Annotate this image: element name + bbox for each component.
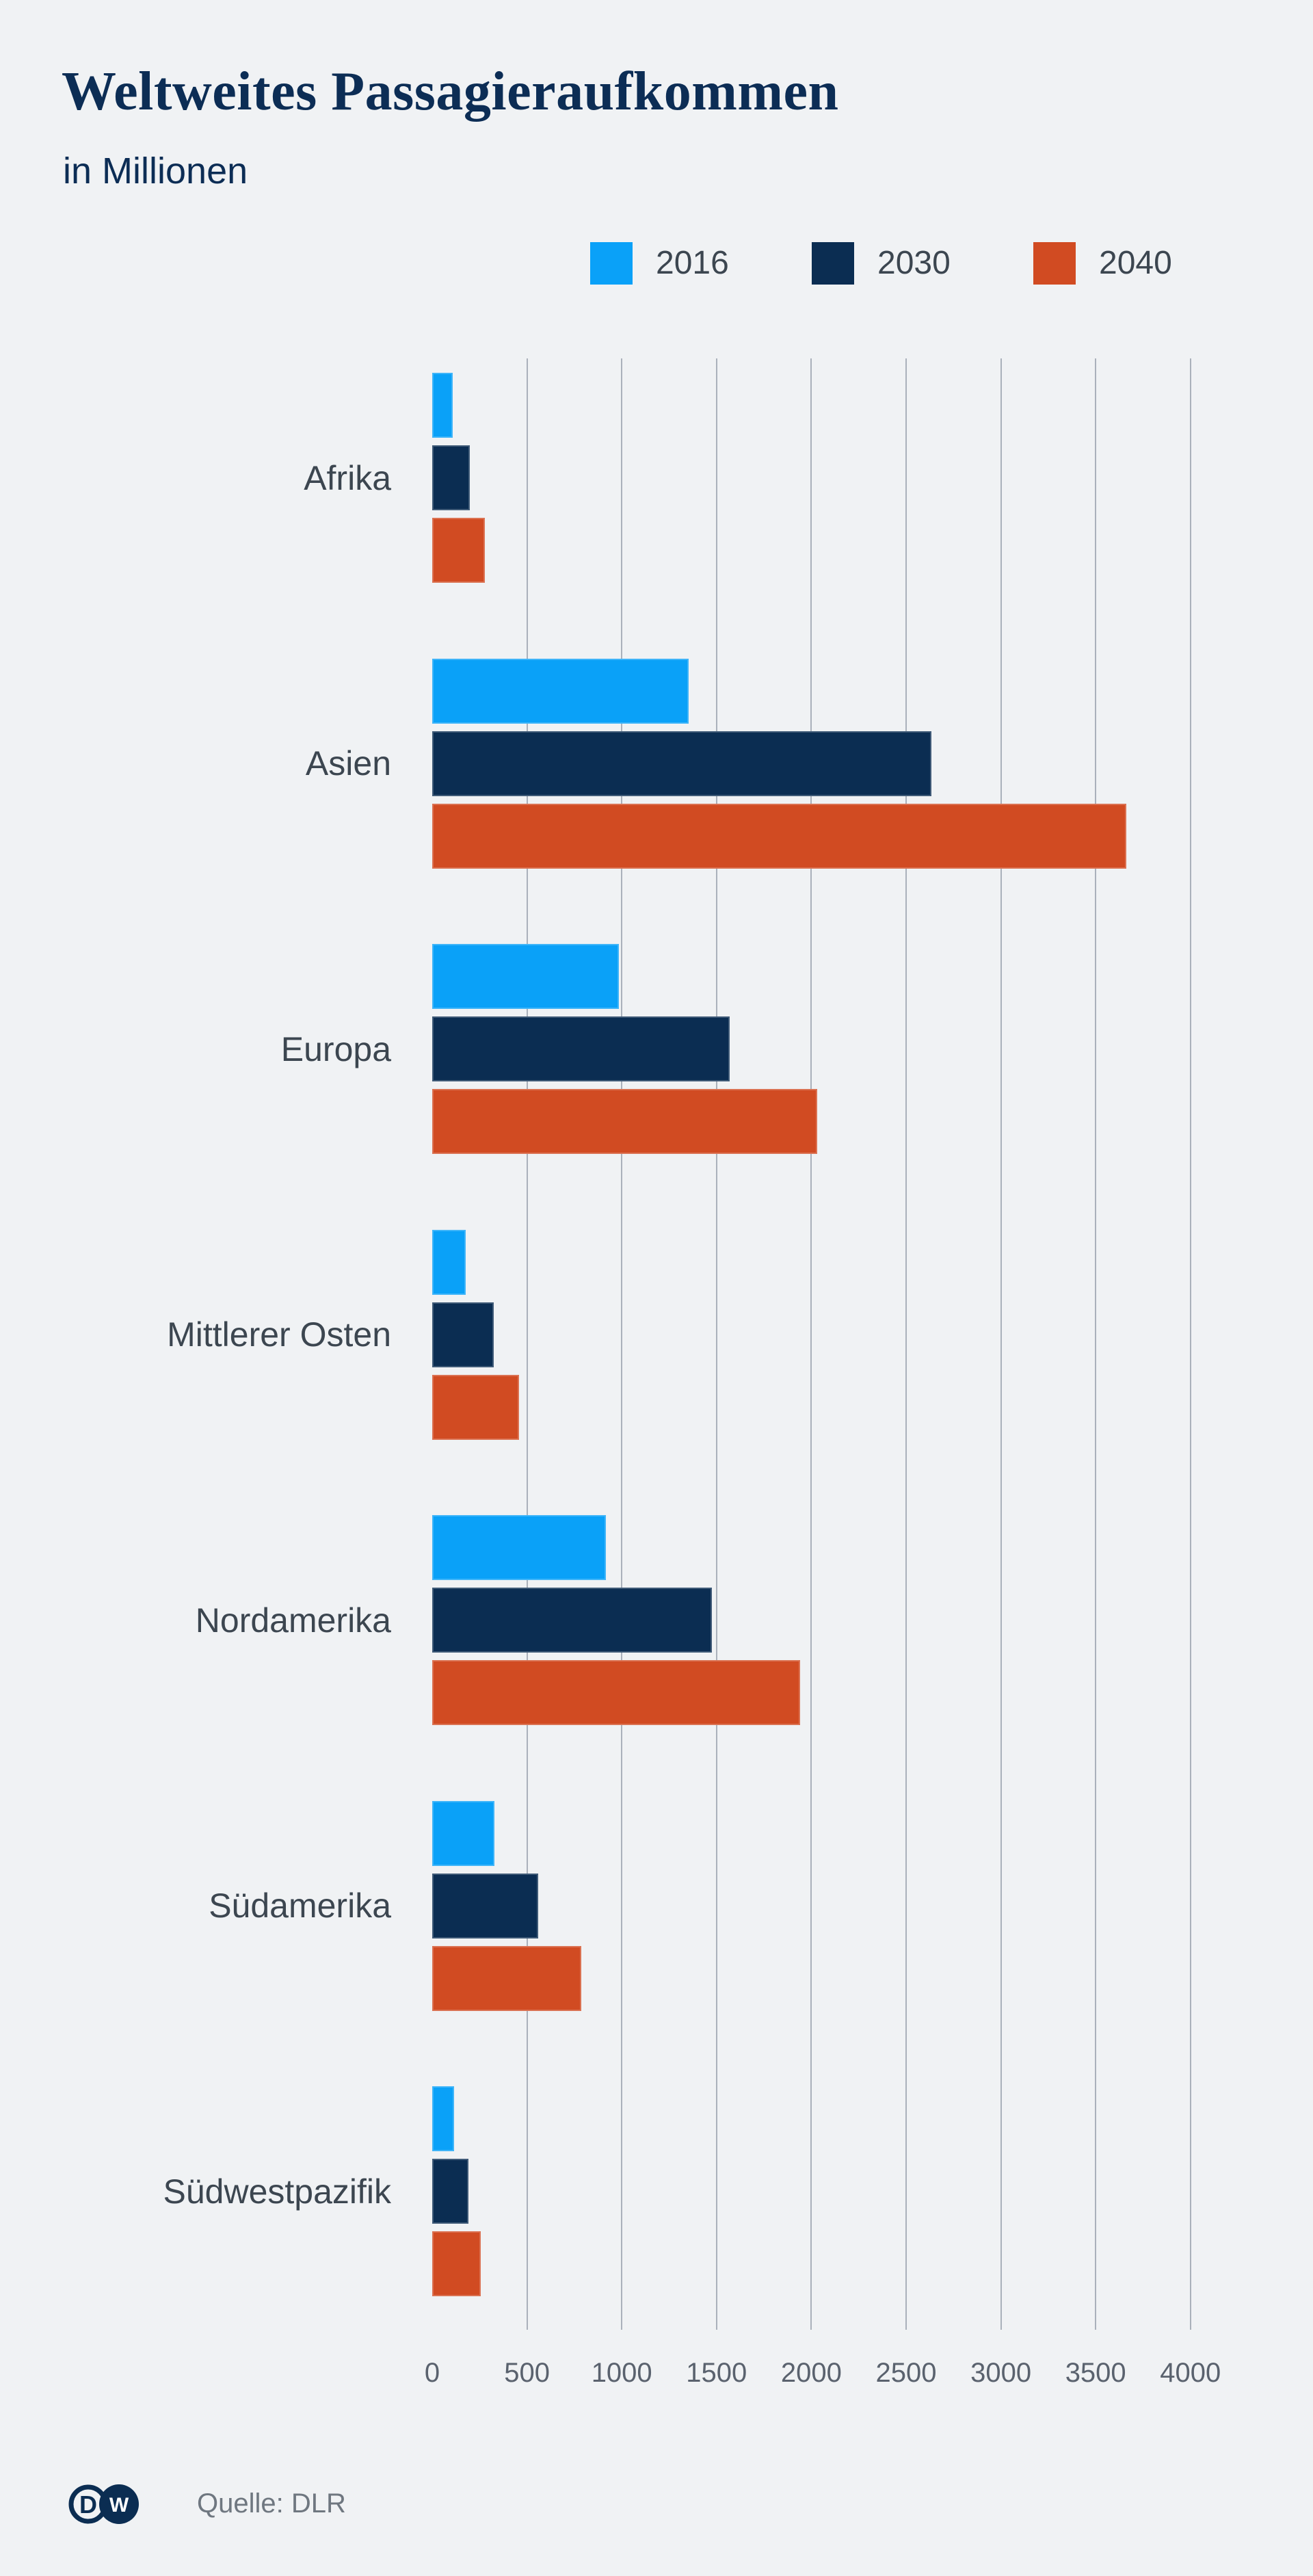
page-subtitle: in Millionen xyxy=(63,150,248,192)
legend-item-2040: 2040 xyxy=(1033,242,1172,285)
category-label-südwestpazifik: Südwestpazifik xyxy=(163,2172,392,2211)
dw-logo-letter-d: D xyxy=(79,2490,97,2519)
bar-2040-mittlerer-osten xyxy=(432,1374,519,1440)
dw-logo-letter-w: W xyxy=(109,2494,129,2516)
legend-label-2016: 2016 xyxy=(656,245,729,281)
gridline-3500 xyxy=(1095,358,1097,2330)
category-label-europa: Europa xyxy=(280,1029,391,1068)
x-axis-tick-label-2000: 2000 xyxy=(780,2358,842,2388)
category-label-nordamerika: Nordamerika xyxy=(195,1601,391,1640)
x-axis-tick-label-3500: 3500 xyxy=(1065,2358,1126,2388)
category-label-mittlerer-osten: Mittlerer Osten xyxy=(167,1315,391,1354)
bar-2040-nordamerika xyxy=(432,1660,800,1725)
x-axis-tick-label-500: 500 xyxy=(504,2358,550,2388)
dw-logo: D W xyxy=(68,2484,139,2524)
legend-swatch-2030 xyxy=(812,242,854,285)
dw-logo-disc xyxy=(99,2484,139,2524)
bar-2040-afrika xyxy=(432,518,485,583)
page-title: Weltweites Passagieraufkommen xyxy=(62,62,839,122)
x-axis-tick-label-0: 0 xyxy=(424,2358,440,2388)
category-label-südamerika: Südamerika xyxy=(209,1887,391,1925)
bar-2016-südamerika xyxy=(432,1800,494,1866)
bar-2016-europa xyxy=(432,944,619,1009)
category-label-afrika: Afrika xyxy=(304,458,391,497)
legend-item-2030: 2030 xyxy=(812,242,951,285)
x-axis-tick-label-3000: 3000 xyxy=(970,2358,1032,2388)
x-axis-tick-label-2500: 2500 xyxy=(875,2358,937,2388)
gridline-2500 xyxy=(905,358,907,2330)
gridline-1000 xyxy=(621,358,623,2330)
category-label-asien: Asien xyxy=(305,744,391,783)
gridline-4000 xyxy=(1189,358,1191,2330)
bar-2016-mittlerer-osten xyxy=(432,1229,466,1295)
bar-2030-südamerika xyxy=(432,1873,538,1938)
bar-2030-afrika xyxy=(432,445,470,510)
source-text: Quelle: DLR xyxy=(197,2488,346,2519)
x-axis-tick-label-1000: 1000 xyxy=(591,2358,652,2388)
bar-2016-nordamerika xyxy=(432,1515,606,1580)
gridline-2000 xyxy=(810,358,812,2330)
bar-2030-asien xyxy=(432,731,931,796)
gridline-500 xyxy=(526,358,528,2330)
bar-2040-südamerika xyxy=(432,1945,581,2011)
bar-2030-mittlerer-osten xyxy=(432,1302,494,1367)
legend-item-2016: 2016 xyxy=(590,242,729,285)
x-axis-tick-label-1500: 1500 xyxy=(686,2358,747,2388)
legend-swatch-2040 xyxy=(1033,242,1076,285)
bar-2030-südwestpazifik xyxy=(432,2159,468,2224)
x-axis-tick-label-4000: 4000 xyxy=(1160,2358,1221,2388)
bar-2040-europa xyxy=(432,1089,817,1154)
bar-2030-europa xyxy=(432,1016,730,1081)
gridline-3000 xyxy=(1000,358,1002,2330)
bar-2030-nordamerika xyxy=(432,1588,712,1653)
gridline-1500 xyxy=(715,358,717,2330)
bar-2016-südwestpazifik xyxy=(432,2086,454,2151)
bar-2040-asien xyxy=(432,803,1126,869)
legend-swatch-2016 xyxy=(590,242,633,285)
bar-2016-asien xyxy=(432,658,689,724)
bar-2040-südwestpazifik xyxy=(432,2231,481,2296)
legend-label-2030: 2030 xyxy=(877,245,951,281)
bar-2016-afrika xyxy=(432,373,453,438)
legend-label-2040: 2040 xyxy=(1099,245,1172,281)
